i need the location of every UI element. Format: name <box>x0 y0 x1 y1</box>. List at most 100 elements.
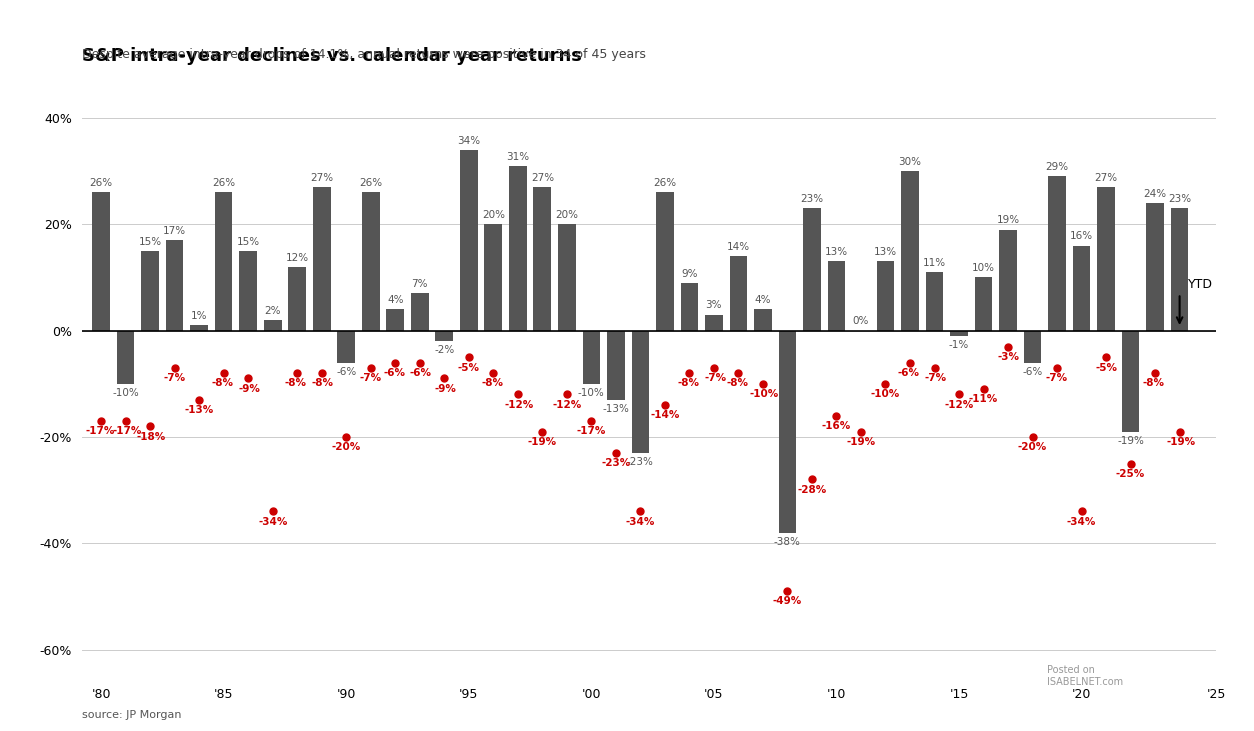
Text: -49%: -49% <box>772 596 803 607</box>
Text: 26%: 26% <box>359 178 382 188</box>
Text: -7%: -7% <box>360 373 381 383</box>
Bar <box>460 150 478 330</box>
Text: -8%: -8% <box>482 379 503 388</box>
Text: 4%: 4% <box>755 295 771 305</box>
Bar <box>656 192 673 330</box>
Bar <box>974 278 992 330</box>
Text: -5%: -5% <box>1095 363 1117 373</box>
Text: 2%: 2% <box>265 306 281 316</box>
Text: Despite average intra-year drops of 14.1%, annual returns were positive in 34 of: Despite average intra-year drops of 14.1… <box>82 48 646 61</box>
Text: 3%: 3% <box>706 300 722 311</box>
Text: 34%: 34% <box>458 136 480 145</box>
Bar <box>999 230 1017 330</box>
Bar <box>191 325 208 330</box>
Text: 14%: 14% <box>727 242 750 252</box>
Bar <box>632 330 650 453</box>
Bar <box>1048 176 1066 330</box>
Bar <box>314 187 331 330</box>
Text: -10%: -10% <box>870 389 900 399</box>
Bar <box>681 283 698 330</box>
Text: 7%: 7% <box>411 279 428 289</box>
Bar <box>93 192 110 330</box>
Text: -10%: -10% <box>113 388 139 398</box>
Bar <box>1146 203 1164 330</box>
Bar <box>828 262 845 330</box>
Text: -7%: -7% <box>163 373 186 383</box>
Text: -19%: -19% <box>1166 437 1195 447</box>
Text: 23%: 23% <box>1167 194 1191 204</box>
Text: -23%: -23% <box>627 457 653 467</box>
Text: 27%: 27% <box>1095 173 1117 183</box>
Text: 4%: 4% <box>387 295 404 305</box>
Text: -12%: -12% <box>552 400 582 409</box>
Text: -9%: -9% <box>238 384 261 394</box>
Text: 26%: 26% <box>89 178 113 188</box>
Text: -8%: -8% <box>312 379 334 388</box>
Text: 9%: 9% <box>681 268 697 279</box>
Text: 19%: 19% <box>997 216 1020 225</box>
Text: -18%: -18% <box>137 431 166 442</box>
Bar <box>705 314 722 330</box>
Bar <box>803 208 821 330</box>
Bar <box>117 330 134 384</box>
Bar <box>484 224 502 330</box>
Text: -19%: -19% <box>846 437 875 447</box>
Text: -13%: -13% <box>184 405 213 415</box>
Text: 16%: 16% <box>1070 231 1093 241</box>
Bar <box>583 330 601 384</box>
Bar <box>877 262 894 330</box>
Bar <box>902 171 919 330</box>
Text: -10%: -10% <box>578 388 604 398</box>
Text: 0%: 0% <box>853 317 869 326</box>
Text: -8%: -8% <box>677 379 700 388</box>
Text: -8%: -8% <box>1142 379 1165 388</box>
Bar <box>263 320 281 330</box>
Text: S&P intra-year declines vs. calendar year returns: S&P intra-year declines vs. calendar yea… <box>82 47 582 65</box>
Text: -1%: -1% <box>949 340 969 350</box>
Text: -6%: -6% <box>382 368 405 378</box>
Bar <box>362 192 380 330</box>
Text: -14%: -14% <box>650 410 680 420</box>
Text: 10%: 10% <box>972 263 994 273</box>
Text: 15%: 15% <box>237 237 260 246</box>
Bar <box>1171 208 1189 330</box>
Bar <box>337 330 355 363</box>
Text: -7%: -7% <box>924 373 947 383</box>
Bar <box>779 330 796 533</box>
Text: 27%: 27% <box>530 173 554 183</box>
Bar <box>411 293 429 330</box>
Text: 13%: 13% <box>874 247 897 257</box>
Text: 29%: 29% <box>1046 162 1068 173</box>
Text: -6%: -6% <box>410 368 431 378</box>
Text: -38%: -38% <box>774 537 801 547</box>
Bar <box>1023 330 1041 363</box>
Text: Posted on
ISABELNET.com: Posted on ISABELNET.com <box>1047 665 1124 687</box>
Text: 30%: 30% <box>898 157 922 167</box>
Text: 13%: 13% <box>825 247 848 257</box>
Text: -34%: -34% <box>1067 517 1096 526</box>
Text: 23%: 23% <box>800 194 824 204</box>
Text: YTD: YTD <box>1189 278 1213 291</box>
Bar <box>730 256 747 330</box>
Bar <box>240 251 257 330</box>
Bar <box>951 330 968 336</box>
Text: -23%: -23% <box>601 458 631 468</box>
Text: 26%: 26% <box>212 178 236 188</box>
Text: 1%: 1% <box>191 311 207 321</box>
Text: -20%: -20% <box>1018 442 1047 452</box>
Text: -17%: -17% <box>577 426 606 436</box>
Text: -12%: -12% <box>944 400 973 409</box>
Text: -6%: -6% <box>336 367 356 376</box>
Text: -12%: -12% <box>504 400 534 409</box>
Text: 15%: 15% <box>139 237 162 246</box>
Text: -9%: -9% <box>435 384 456 394</box>
Text: -34%: -34% <box>626 517 655 526</box>
Bar <box>509 166 527 330</box>
Text: -11%: -11% <box>969 395 998 404</box>
Bar <box>288 267 306 330</box>
Bar <box>607 330 624 400</box>
Bar <box>214 192 232 330</box>
Text: -13%: -13% <box>602 404 630 414</box>
Text: -8%: -8% <box>726 379 749 388</box>
Bar <box>754 309 771 330</box>
